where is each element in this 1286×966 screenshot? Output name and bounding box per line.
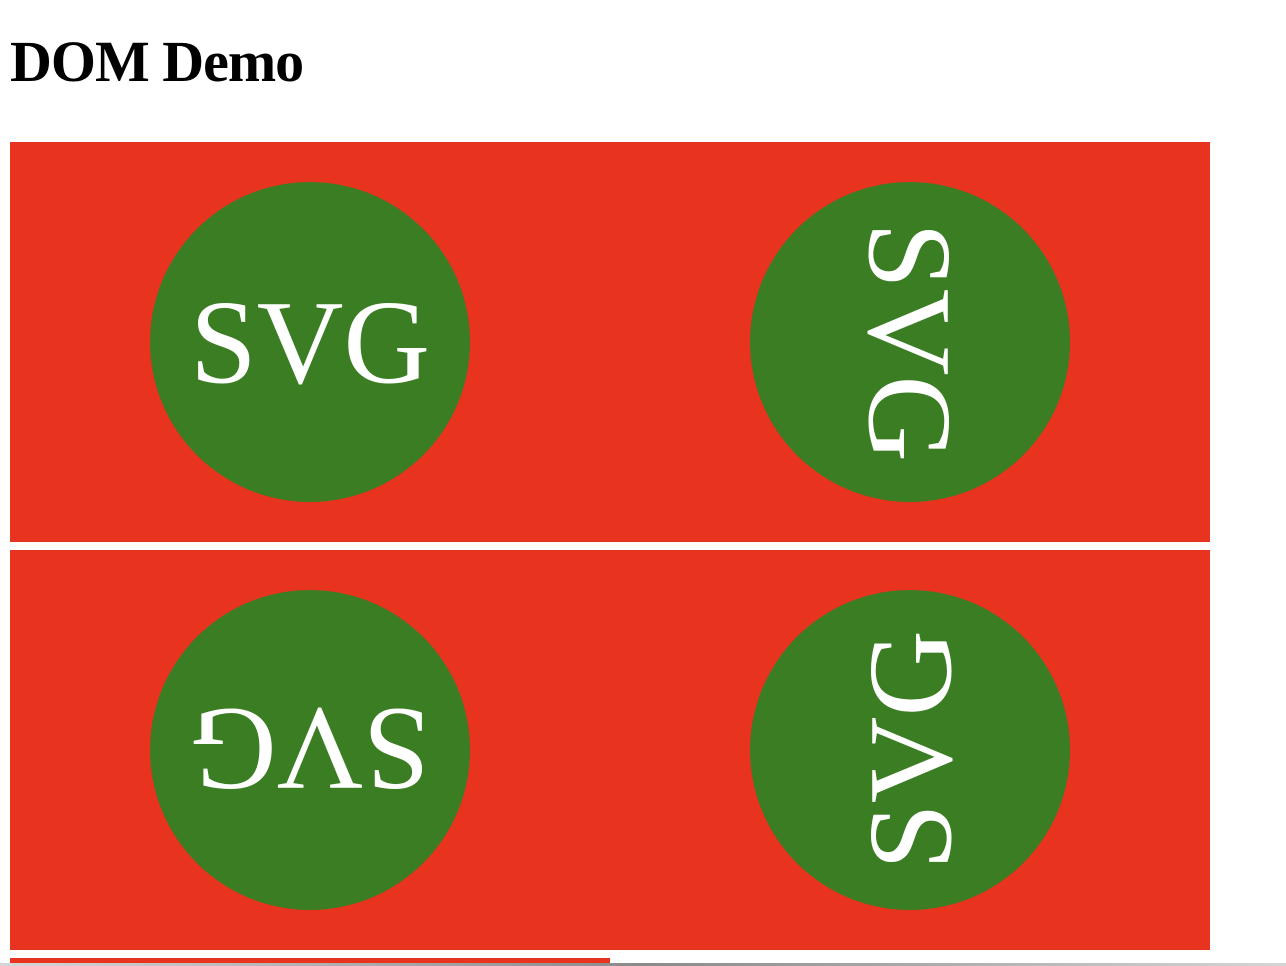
svg-badge-upright: SVG (150, 182, 470, 502)
badge-circle (150, 590, 470, 910)
svg-badge-rotated-90: SVG (750, 182, 1070, 502)
badge-label: SVG (190, 276, 430, 409)
demo-panel-3-partial (10, 958, 610, 966)
svg-badge-rotated-270: SVG (750, 590, 1070, 910)
badge-label: SVG (844, 222, 977, 462)
page-title: DOM Demo (10, 29, 304, 94)
panel-background (10, 958, 610, 966)
badge-label: SVG (844, 630, 977, 870)
window-bottom-edge (0, 963, 1286, 966)
svg-badge-rotated-180: SVG (150, 590, 470, 910)
demo-panel-2: SVG SVG (10, 550, 1210, 950)
demo-panel-1: SVG SVG (10, 142, 1210, 542)
badge-circle (750, 590, 1070, 910)
badge-label: SVG (190, 684, 430, 817)
badge-circle (150, 182, 470, 502)
badge-circle (750, 182, 1070, 502)
